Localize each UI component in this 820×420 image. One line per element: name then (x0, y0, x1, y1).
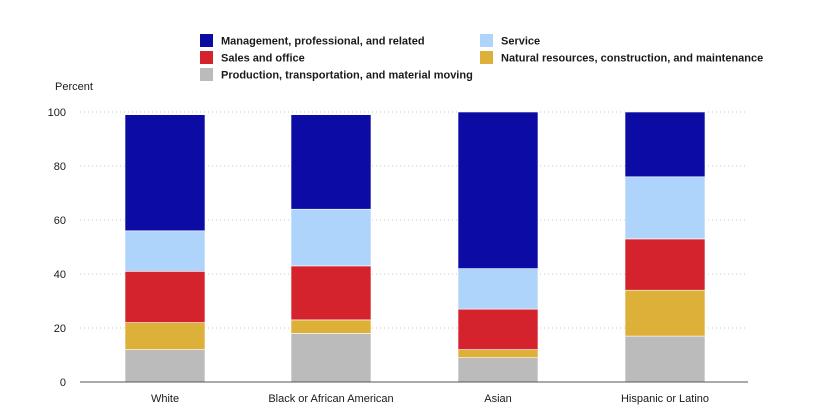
bar-segment (124, 349, 206, 383)
bar-segment (457, 357, 539, 383)
x-tick-label: Asian (484, 393, 512, 405)
legend-swatch (200, 34, 213, 47)
legend-swatch (480, 51, 493, 64)
y-tick-label: 100 (48, 107, 66, 119)
legend-label: Service (501, 36, 540, 48)
bar-segment (124, 322, 206, 350)
y-tick-label: 40 (54, 269, 66, 281)
bar-segment (290, 319, 372, 334)
bar-segment (457, 308, 539, 350)
bar-segment (624, 289, 706, 337)
bar-segment (624, 176, 706, 240)
y-tick-label: 0 (60, 377, 66, 389)
y-axis-label: Percent (55, 81, 93, 93)
bar-segment (124, 270, 206, 323)
legend-swatch (200, 51, 213, 64)
legend-label: Production, transportation, and material… (221, 70, 473, 82)
x-axis-ticks: White Black or African American Asian Hispa… (151, 393, 709, 405)
bar-segment (457, 111, 539, 269)
bar-segment (290, 114, 372, 210)
bar-segment (624, 335, 706, 383)
bars (124, 111, 706, 383)
legend-swatch (200, 68, 213, 81)
bar-segment (290, 265, 372, 321)
x-tick-label: Hispanic or Latino (621, 393, 709, 405)
bar-segment (124, 230, 206, 272)
bar-segment (290, 208, 372, 267)
legend-label: Management, professional, and related (221, 36, 425, 48)
y-tick-label: 20 (54, 323, 66, 335)
legend-label: Sales and office (221, 53, 305, 65)
legend-swatch (480, 34, 493, 47)
bar-segment (124, 114, 206, 232)
y-tick-label: 60 (54, 215, 66, 227)
bar-segment (290, 333, 372, 383)
bar-segment (457, 268, 539, 310)
bar-segment (457, 349, 539, 359)
x-tick-label: Black or African American (268, 393, 393, 405)
bar-segment (624, 238, 706, 291)
legend-label: Natural resources, construction, and mai… (501, 53, 763, 65)
x-tick-label: White (151, 393, 179, 405)
bar-segment (624, 111, 706, 178)
y-tick-label: 80 (54, 161, 66, 173)
chart-legend: Management, professional, and related Ser… (200, 34, 763, 82)
y-axis-ticks: 0 20 40 60 80 100 (48, 107, 66, 389)
